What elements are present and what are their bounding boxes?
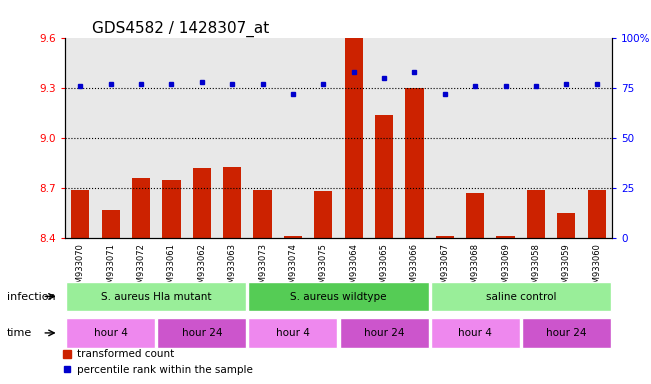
Text: S. aureus wildtype: S. aureus wildtype	[290, 291, 387, 302]
FancyBboxPatch shape	[249, 282, 428, 311]
FancyBboxPatch shape	[66, 318, 155, 348]
FancyBboxPatch shape	[522, 318, 611, 348]
Text: saline control: saline control	[486, 291, 556, 302]
Text: hour 4: hour 4	[94, 328, 128, 338]
FancyBboxPatch shape	[431, 282, 611, 311]
Text: hour 24: hour 24	[364, 328, 404, 338]
Bar	[375, 115, 393, 238]
FancyBboxPatch shape	[340, 318, 428, 348]
Text: time: time	[7, 328, 32, 338]
Bar	[314, 192, 333, 238]
FancyBboxPatch shape	[66, 282, 246, 311]
Text: hour 4: hour 4	[458, 328, 492, 338]
Bar	[588, 190, 606, 238]
Text: infection: infection	[7, 291, 55, 302]
Bar	[466, 193, 484, 238]
Bar	[284, 237, 302, 238]
Bar	[223, 167, 242, 238]
Text: GDS4582 / 1428307_at: GDS4582 / 1428307_at	[92, 21, 270, 37]
Bar	[436, 237, 454, 238]
Bar	[497, 237, 515, 238]
Bar	[253, 190, 271, 238]
Bar	[344, 38, 363, 238]
Text: hour 24: hour 24	[546, 328, 587, 338]
Bar	[193, 168, 211, 238]
FancyBboxPatch shape	[158, 318, 246, 348]
Bar	[102, 210, 120, 238]
Bar	[406, 88, 424, 238]
Bar	[557, 213, 575, 238]
FancyBboxPatch shape	[249, 318, 337, 348]
Text: S. aureus Hla mutant: S. aureus Hla mutant	[101, 291, 212, 302]
Bar	[71, 190, 89, 238]
Legend: transformed count, percentile rank within the sample: transformed count, percentile rank withi…	[57, 345, 257, 379]
Bar	[132, 178, 150, 238]
Text: hour 24: hour 24	[182, 328, 222, 338]
Bar	[162, 180, 180, 238]
Bar	[527, 190, 545, 238]
FancyBboxPatch shape	[431, 318, 519, 348]
Text: hour 4: hour 4	[276, 328, 310, 338]
